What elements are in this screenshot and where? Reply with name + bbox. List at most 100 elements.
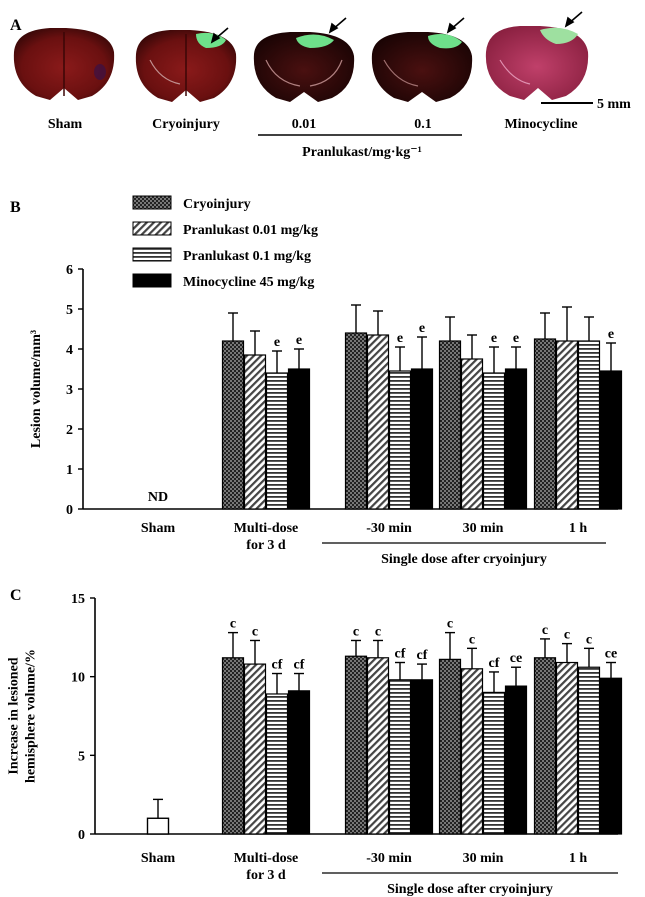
x-tick-label: Sham [141, 521, 176, 536]
y-tick-label: 6 [66, 263, 73, 278]
bar [344, 332, 368, 510]
x-tick-label: 30 min [463, 521, 504, 536]
subgroup-label: Single dose after cryoinjury [381, 552, 547, 567]
significance-label: c [230, 617, 236, 632]
chart-hemisphere-volume: 0 5 10 15 Increase in lesioned hemisphere vol… [7, 592, 623, 897]
scale-bar-label: 5 mm [597, 97, 631, 112]
bar [287, 690, 311, 835]
significance-label: c [353, 624, 359, 639]
bar [438, 658, 462, 835]
legend-swatch-pranlukast-01 [132, 247, 172, 262]
brain-image-sham [13, 28, 115, 100]
legend-swatch-cryoinjury [132, 195, 172, 210]
significance-label: cf [395, 647, 406, 662]
x-tick-label: -30 min [366, 851, 412, 866]
bar [504, 368, 528, 510]
significance-label: e [513, 331, 519, 346]
y-tick-label: 0 [66, 503, 73, 518]
x-tick-label: Multi-dose [234, 521, 299, 536]
bar [265, 372, 289, 510]
image-label-sham: Sham [48, 117, 83, 132]
significance-label: cf [417, 648, 428, 663]
panel-a-label: A [10, 17, 22, 34]
significance-label: c [447, 617, 453, 632]
bar [533, 338, 557, 510]
arrow-head-icon [446, 22, 457, 34]
significance-label: c [375, 624, 381, 639]
x-tick-label: 1 h [569, 521, 588, 536]
bar [243, 663, 267, 835]
bar [577, 340, 601, 510]
pranlukast-group-label: Pranlukast/mg·kg⁻¹ [302, 145, 422, 160]
bar [243, 354, 267, 510]
lesion-arrows [210, 11, 583, 44]
legend-swatch-minocycline [132, 273, 172, 288]
significance-label: c [564, 628, 570, 643]
bar [555, 661, 579, 835]
significance-label: c [252, 624, 258, 639]
y-tick-label: 4 [66, 343, 73, 358]
legend-label-pranlukast-01: Pranlukast 0.1 mg/kg [183, 249, 311, 264]
y-tick-label: 0 [78, 828, 85, 843]
x-tick-label: 30 min [463, 851, 504, 866]
bar [460, 668, 484, 835]
brain-image-cryoinjury [135, 30, 237, 102]
x-tick-label: for 3 d [246, 868, 286, 883]
significance-label: cf [272, 658, 283, 673]
brain-image-minocycline [485, 26, 589, 100]
brain-image-pranlukast-01 [371, 32, 473, 102]
significance-label: e [419, 321, 425, 336]
significance-label: e [274, 335, 280, 350]
bar [438, 340, 462, 510]
sham-bar [146, 817, 170, 835]
significance-label: cf [489, 656, 500, 671]
image-label-dose-001: 0.01 [292, 117, 317, 132]
bar [410, 679, 434, 835]
significance-label: c [469, 632, 475, 647]
bar [388, 679, 412, 835]
y-axis-label: Increase in lesioned [7, 657, 22, 774]
bar [344, 655, 368, 835]
significance-label: e [397, 331, 403, 346]
bar [410, 368, 434, 510]
bar [555, 340, 579, 510]
significance-label: ce [510, 651, 522, 666]
legend-label-pranlukast-001: Pranlukast 0.01 mg/kg [183, 223, 318, 238]
y-axis-label: hemisphere volume/% [24, 649, 39, 783]
y-tick-label: 2 [66, 423, 73, 438]
bar [221, 657, 245, 835]
significance-label: e [608, 327, 614, 342]
x-tick-label: for 3 d [246, 538, 286, 553]
bar [482, 372, 506, 510]
legend-label-minocycline: Minocycline 45 mg/kg [183, 275, 314, 290]
sham-annotation: ND [148, 490, 168, 505]
arrow-head-icon [210, 32, 221, 44]
bar [577, 666, 601, 835]
chart-lesion-volume: 0 1 2 3 4 5 6 Lesion volume/mm³ Sham Multi-dose fo… [29, 263, 623, 567]
legend-label-cryoinjury: Cryoinjury [183, 197, 251, 212]
x-tick-label: Multi-dose [234, 851, 299, 866]
panel-b-label: B [10, 199, 21, 216]
significance-label: e [491, 331, 497, 346]
bar [221, 340, 245, 510]
y-tick-label: 3 [66, 383, 73, 398]
significance-label: c [586, 632, 592, 647]
y-tick-label: 10 [71, 671, 85, 686]
legend-swatch-pranlukast-001 [132, 221, 172, 236]
significance-label: e [296, 333, 302, 348]
significance-label: c [542, 623, 548, 638]
bar [599, 677, 623, 835]
bar [504, 685, 528, 835]
y-tick-label: 5 [66, 303, 73, 318]
bar [366, 657, 390, 835]
significance-label: ce [605, 647, 617, 662]
bar [265, 693, 289, 835]
image-label-minocycline: Minocycline [504, 117, 577, 132]
y-tick-label: 1 [66, 463, 73, 478]
bar [388, 370, 412, 510]
bar [482, 691, 506, 835]
bar [599, 370, 623, 510]
x-tick-label: 1 h [569, 851, 588, 866]
bar [533, 657, 557, 835]
